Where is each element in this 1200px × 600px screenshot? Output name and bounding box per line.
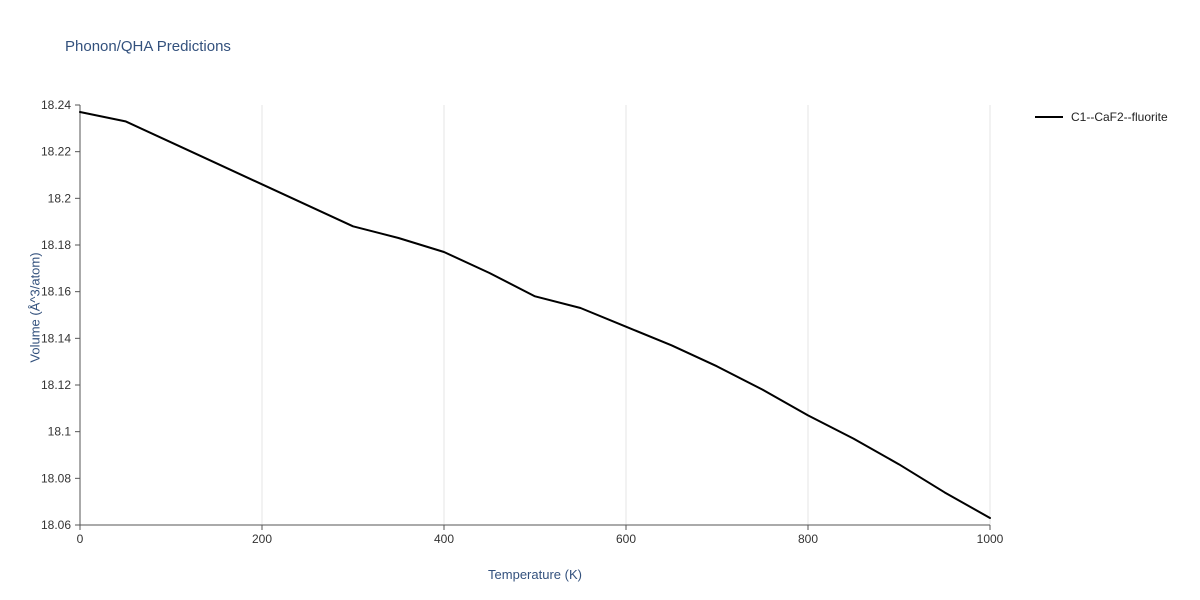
legend-label: C1--CaF2--fluorite (1071, 110, 1168, 124)
plot-svg: 18.06 18.08 18.1 18.12 18.14 18.16 18.18 18.2 18… (0, 0, 1200, 600)
x-tick-label: 1000 (977, 532, 1004, 546)
y-tick-label: 18.08 (41, 471, 71, 485)
y-tick-label: 18.18 (41, 238, 71, 252)
y-tick-label: 18.16 (41, 285, 71, 299)
x-tick-label: 200 (252, 532, 272, 546)
series-line (80, 112, 990, 518)
x-tick-label: 400 (434, 532, 454, 546)
y-tick-label: 18.24 (41, 98, 71, 112)
y-tick-label: 18.1 (48, 425, 72, 439)
chart-container: Phonon/QHA Predictions Volume (Å^3/atom)… (0, 0, 1200, 600)
x-tick-label: 0 (77, 532, 84, 546)
y-tick-label: 18.12 (41, 378, 71, 392)
y-tick-label: 18.22 (41, 145, 71, 159)
x-tick-label: 600 (616, 532, 636, 546)
x-axis-label: Temperature (K) (475, 567, 595, 582)
y-tick-label: 18.2 (48, 191, 72, 205)
x-tick-label: 800 (798, 532, 818, 546)
y-tick-label: 18.14 (41, 331, 71, 345)
legend: C1--CaF2--fluorite (1035, 110, 1168, 124)
y-tick-label: 18.06 (41, 518, 71, 532)
legend-swatch (1035, 116, 1063, 118)
